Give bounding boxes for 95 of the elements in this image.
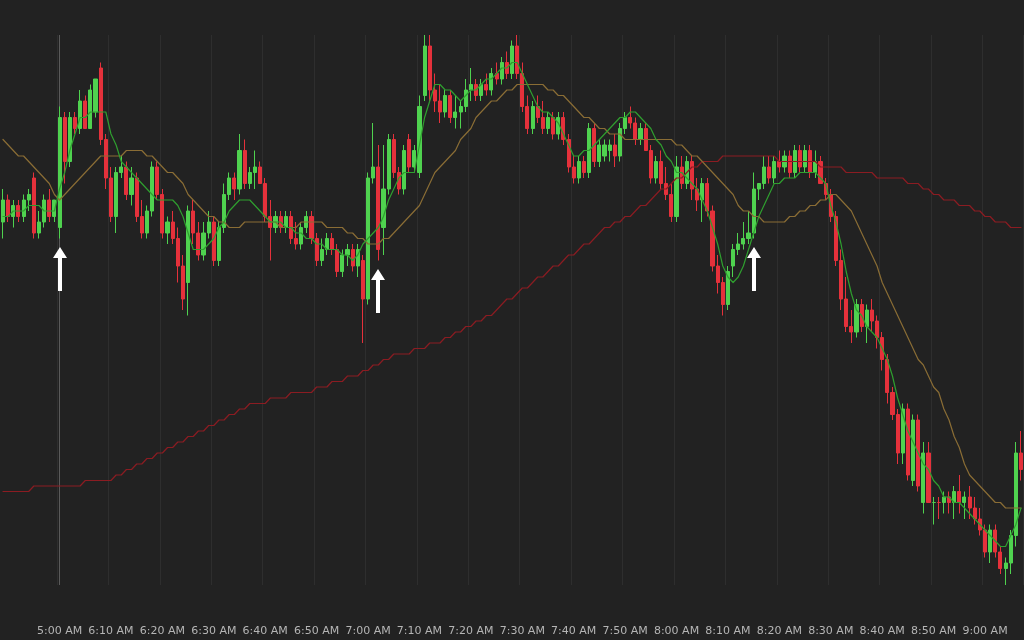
candlestick — [443, 89, 447, 118]
candlestick — [484, 73, 488, 96]
candlestick — [495, 62, 499, 85]
candlestick — [777, 150, 781, 173]
candlestick — [911, 414, 915, 487]
candlestick — [124, 161, 128, 201]
candlestick — [237, 133, 242, 195]
candlestick — [700, 177, 704, 223]
candlestick — [47, 188, 51, 223]
x-tick-label: 7:00 AM — [345, 624, 391, 637]
candlestick — [335, 243, 339, 278]
candlestick — [937, 496, 941, 520]
candlestick — [793, 144, 797, 179]
x-tick-label: 8:00 AM — [653, 624, 700, 637]
candlestick — [772, 155, 776, 184]
candlestick — [6, 194, 10, 223]
x-tick-label: 6:20 AM — [139, 624, 185, 637]
candlestick — [165, 216, 170, 245]
candlestick — [654, 155, 658, 184]
candlestick — [921, 441, 925, 514]
candlestick — [932, 496, 936, 525]
x-tick-label: 7:20 AM — [448, 624, 494, 637]
candlestick — [448, 89, 452, 124]
candlestick — [489, 67, 493, 96]
candlestick — [32, 172, 36, 239]
candlestick — [674, 155, 679, 223]
candlestick — [854, 298, 859, 338]
candlestick — [243, 139, 247, 190]
candlestick — [330, 232, 334, 256]
x-tick-label: 6:10 AM — [88, 624, 134, 637]
candlestick — [500, 56, 504, 85]
candlestick — [531, 100, 535, 135]
x-tick-label: 7:10 AM — [396, 624, 443, 637]
candlestick — [423, 34, 427, 102]
x-tick-label: 9:00 AM — [962, 624, 1008, 637]
candlestick — [83, 95, 87, 129]
x-tick-label: 7:40 AM — [551, 624, 597, 637]
candlestick — [592, 122, 596, 168]
candlestick — [186, 205, 190, 316]
candlestick — [577, 155, 581, 184]
candlestick — [788, 150, 792, 179]
x-tick-label: 6:40 AM — [242, 624, 288, 637]
candlestick — [453, 95, 457, 129]
x-tick-label: 8:40 AM — [859, 624, 905, 637]
candlestick — [865, 304, 869, 344]
candlestick — [957, 474, 961, 514]
candlestick — [942, 491, 946, 514]
candlestick — [351, 243, 355, 272]
candlestick — [232, 172, 236, 201]
candlestick — [129, 166, 134, 206]
candlestick — [926, 441, 931, 503]
candlestick — [906, 403, 910, 481]
x-tick-label: 8:50 AM — [910, 624, 957, 637]
candlestick — [402, 144, 406, 195]
x-tick-label: 6:30 AM — [191, 624, 237, 637]
candlestick — [546, 111, 550, 135]
candlestick — [808, 144, 812, 179]
x-tick-label: 8:30 AM — [808, 624, 854, 637]
candlestick — [78, 89, 82, 135]
candlestick — [587, 122, 591, 179]
candlestick — [58, 106, 62, 239]
candlestick — [63, 111, 67, 184]
x-tick-label: 7:50 AM — [602, 624, 648, 637]
candlestick — [613, 133, 617, 168]
candlestick — [479, 78, 483, 102]
candlestick — [962, 491, 966, 520]
candlestick — [803, 144, 807, 173]
x-tick-label: 7:30 AM — [499, 624, 545, 637]
candlestick — [284, 210, 288, 234]
candlestick — [988, 524, 992, 564]
candlestick — [376, 144, 380, 261]
candlestick — [1, 188, 5, 239]
candlestick — [582, 155, 586, 179]
candlestick — [1019, 430, 1023, 481]
candlestick — [407, 133, 411, 173]
candlestick — [726, 265, 730, 311]
candlestick — [782, 150, 787, 173]
candlestick — [798, 144, 802, 173]
x-tick-label: 5:00 AM — [36, 624, 83, 637]
x-tick-label: 8:20 AM — [756, 624, 802, 637]
x-tick-label: 6:50 AM — [294, 624, 340, 637]
candlestick — [510, 40, 514, 80]
candlestick — [428, 34, 432, 102]
candlestick — [916, 414, 920, 492]
candlestick — [551, 111, 555, 140]
candlestick — [901, 403, 905, 465]
candlestick — [340, 249, 344, 278]
candlestick — [212, 216, 216, 267]
candlestick — [345, 243, 350, 267]
candlestick — [638, 122, 643, 146]
candlestick — [361, 254, 365, 344]
candlestick — [73, 111, 77, 135]
candlestick — [952, 485, 956, 520]
x-tick-label: 8:10 AM — [705, 624, 751, 637]
candlestick — [767, 155, 771, 184]
